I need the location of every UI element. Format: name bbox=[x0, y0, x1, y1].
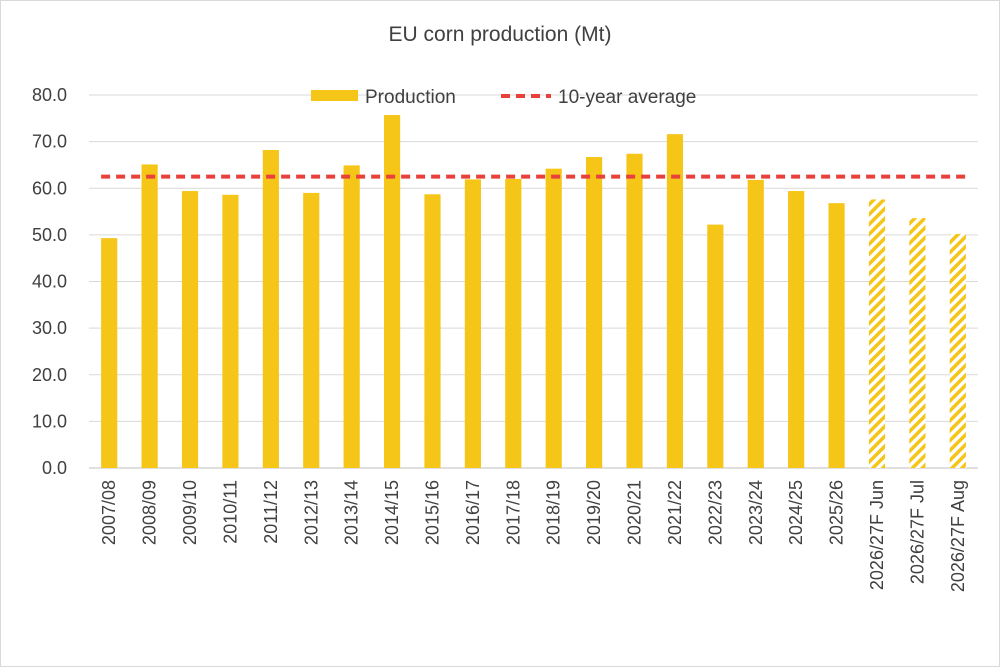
legend-average-label: 10-year average bbox=[558, 87, 696, 108]
x-tick-label: 2018/19 bbox=[544, 480, 564, 545]
bar-2015-16 bbox=[424, 194, 441, 468]
bar-2023-24 bbox=[747, 179, 764, 469]
x-tick-label: 2023/24 bbox=[746, 480, 766, 545]
y-tick-label: 70.0 bbox=[32, 132, 67, 152]
y-tick-label: 30.0 bbox=[32, 318, 67, 338]
bar-2020-21 bbox=[626, 153, 643, 468]
x-tick-label: 2011/12 bbox=[261, 480, 281, 544]
bar-2017-18 bbox=[505, 178, 522, 469]
y-axis-ticks: 0.0 10.0 20.0 30.0 40.0 50.0 60.0 70.0 80.0 bbox=[32, 85, 67, 478]
y-tick-label: 60.0 bbox=[32, 178, 67, 198]
legend-production-label: Production bbox=[365, 87, 456, 108]
x-tick-label: 2016/17 bbox=[463, 480, 483, 545]
x-tick-label: 2007/08 bbox=[99, 480, 119, 545]
x-tick-label: 2020/21 bbox=[625, 480, 645, 545]
x-tick-label: 2026/27F Aug bbox=[948, 480, 968, 592]
bar-2024-25 bbox=[788, 191, 805, 469]
x-tick-label: 2010/11 bbox=[220, 480, 240, 544]
production-bars bbox=[101, 115, 966, 469]
x-tick-label: 2013/14 bbox=[342, 480, 362, 545]
legend: Production 10-year average bbox=[311, 87, 696, 108]
bar-2008-09 bbox=[141, 164, 158, 468]
x-tick-label: 2021/22 bbox=[665, 480, 685, 545]
bar-2009-10 bbox=[181, 191, 199, 469]
y-tick-label: 10.0 bbox=[32, 411, 67, 431]
x-axis-ticks: 2007/08 2008/09 2009/10 2010/11 2011/12 2012/… bbox=[99, 480, 968, 592]
x-tick-label: 2025/26 bbox=[827, 480, 847, 545]
bar-2007-08 bbox=[101, 238, 118, 468]
y-tick-label: 20.0 bbox=[32, 365, 67, 385]
bar-2022-23 bbox=[707, 224, 724, 468]
bar-2016-17 bbox=[464, 179, 481, 469]
bar-2013-14 bbox=[343, 165, 360, 468]
bar-2012-13 bbox=[303, 192, 320, 468]
bar-2021-22 bbox=[666, 134, 684, 469]
x-tick-label: 2012/13 bbox=[301, 480, 321, 545]
x-tick-label: 2019/20 bbox=[584, 480, 604, 545]
bar-2026-27f-jun bbox=[868, 199, 886, 468]
legend-production-swatch bbox=[311, 90, 358, 101]
x-tick-label: 2008/09 bbox=[140, 480, 160, 545]
x-tick-label: 2014/15 bbox=[382, 480, 402, 545]
x-tick-label: 2026/27F Jun bbox=[867, 480, 887, 590]
bar-2019-20 bbox=[586, 157, 603, 469]
x-tick-label: 2015/16 bbox=[422, 480, 442, 545]
y-tick-label: 80.0 bbox=[32, 85, 67, 105]
bar-2018-19 bbox=[545, 168, 562, 469]
x-tick-label: 2026/27F Jul bbox=[907, 480, 927, 584]
bar-2014-15 bbox=[383, 115, 401, 468]
x-tick-label: 2017/18 bbox=[503, 480, 523, 545]
y-tick-label: 40.0 bbox=[32, 272, 67, 292]
bar-2010-11 bbox=[222, 194, 239, 468]
bar-2025-26 bbox=[828, 203, 845, 469]
chart-title: EU corn production (Mt) bbox=[389, 23, 612, 46]
y-tick-label: 50.0 bbox=[32, 225, 67, 245]
bar-2026-27f-jul bbox=[909, 218, 926, 468]
x-tick-label: 2024/25 bbox=[786, 480, 806, 545]
x-tick-label: 2009/10 bbox=[180, 480, 200, 545]
bar-2011-12 bbox=[262, 150, 279, 468]
bar-2026-27f-aug bbox=[949, 233, 966, 468]
x-tick-label: 2022/23 bbox=[705, 480, 725, 545]
y-tick-label: 0.0 bbox=[42, 458, 67, 478]
